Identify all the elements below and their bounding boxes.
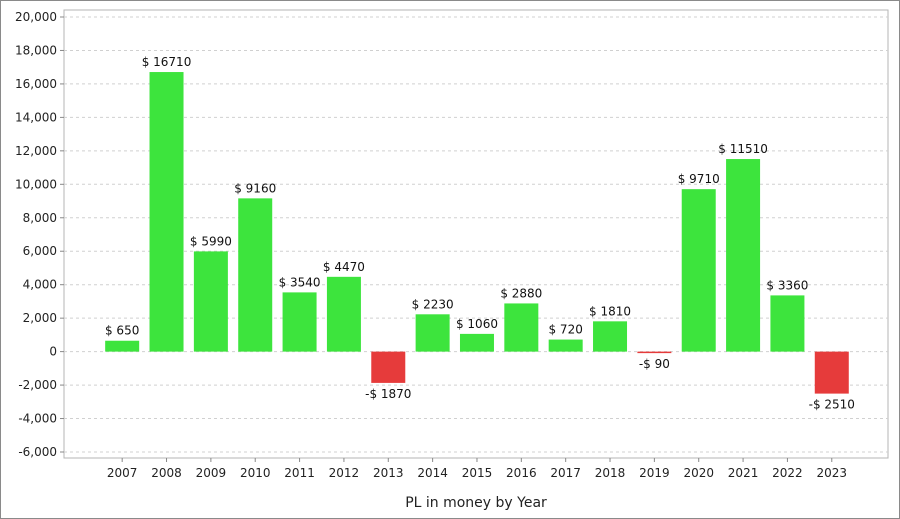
x-tick-label: 2008 — [151, 466, 182, 480]
bar — [238, 198, 273, 352]
x-tick-label: 2016 — [506, 466, 537, 480]
bar — [726, 159, 761, 352]
bar — [149, 72, 184, 352]
x-tick-label: 2007 — [107, 466, 138, 480]
data-label: $ 9160 — [234, 181, 276, 195]
y-axis: -6,000 -4,000 -2,000 0 2,000 4,000 6,000 8,000 1… — [15, 10, 64, 459]
y-tick-label: 20,000 — [15, 10, 57, 24]
data-label: $ 5990 — [190, 234, 232, 248]
data-label: $ 3360 — [766, 278, 808, 292]
bar — [459, 333, 494, 352]
y-tick-label: 4,000 — [23, 278, 57, 292]
x-tick-label: 2022 — [772, 466, 803, 480]
bar — [415, 314, 450, 352]
x-tick-label: 2010 — [240, 466, 271, 480]
y-tick-label: 8,000 — [23, 211, 57, 225]
bar — [504, 303, 539, 352]
x-tick-label: 2013 — [373, 466, 404, 480]
gridlines — [63, 9, 889, 459]
x-tick-label: 2021 — [728, 466, 759, 480]
bars — [105, 72, 849, 394]
y-tick-label: 18,000 — [15, 43, 57, 57]
bar — [593, 321, 628, 352]
data-label: $ 16710 — [142, 55, 192, 69]
data-label: $ 11510 — [718, 142, 768, 156]
x-tick-label: 2018 — [595, 466, 626, 480]
y-tick-label: 14,000 — [15, 110, 57, 124]
data-label: $ 650 — [105, 324, 139, 338]
bar — [105, 340, 140, 352]
y-tick-label: 12,000 — [15, 144, 57, 158]
y-tick-label: 10,000 — [15, 177, 57, 191]
data-label: $ 2230 — [412, 297, 454, 311]
data-label: $ 720 — [548, 323, 582, 337]
data-label: $ 9710 — [678, 172, 720, 186]
x-tick-label: 2014 — [417, 466, 448, 480]
data-label: -$ 2510 — [809, 398, 855, 412]
data-label: $ 1810 — [589, 304, 631, 318]
x-axis: 2007 2008 2009 2010 2011 2012 2013 2014 2015 2016… — [107, 458, 847, 480]
x-tick-label: 2019 — [639, 466, 670, 480]
x-tick-label: 2011 — [284, 466, 315, 480]
data-label: -$ 1870 — [365, 387, 411, 401]
bar — [814, 351, 849, 394]
x-axis-title: PL in money by Year — [405, 495, 547, 511]
data-label: $ 4470 — [323, 260, 365, 274]
y-tick-label: -6,000 — [18, 445, 57, 459]
x-tick-label: 2015 — [462, 466, 493, 480]
bar — [371, 351, 406, 383]
data-label: $ 2880 — [500, 286, 542, 300]
bar — [326, 276, 361, 352]
y-tick-label: 2,000 — [23, 311, 57, 325]
x-tick-label: 2020 — [683, 466, 714, 480]
x-tick-label: 2017 — [550, 466, 581, 480]
bar — [681, 189, 716, 352]
bar — [548, 339, 583, 352]
data-label: $ 1060 — [456, 317, 498, 331]
y-tick-label: -2,000 — [18, 378, 57, 392]
x-tick-label: 2012 — [329, 466, 360, 480]
bar — [282, 292, 317, 352]
bar — [637, 351, 672, 354]
plot-area — [63, 9, 889, 459]
x-tick-label: 2009 — [196, 466, 227, 480]
bar — [193, 251, 228, 352]
y-tick-label: 6,000 — [23, 244, 57, 258]
y-tick-label: 16,000 — [15, 77, 57, 91]
y-tick-label: -4,000 — [18, 412, 57, 426]
data-label: $ 3540 — [279, 275, 321, 289]
data-labels: $ 650 $ 16710 $ 5990 $ 9160 $ 3540$ 4470 -$ 1… — [105, 55, 855, 412]
x-tick-label: 2023 — [817, 466, 848, 480]
bar — [770, 295, 805, 352]
data-label: -$ 90 — [639, 357, 670, 371]
y-tick-label: 0 — [49, 345, 57, 359]
